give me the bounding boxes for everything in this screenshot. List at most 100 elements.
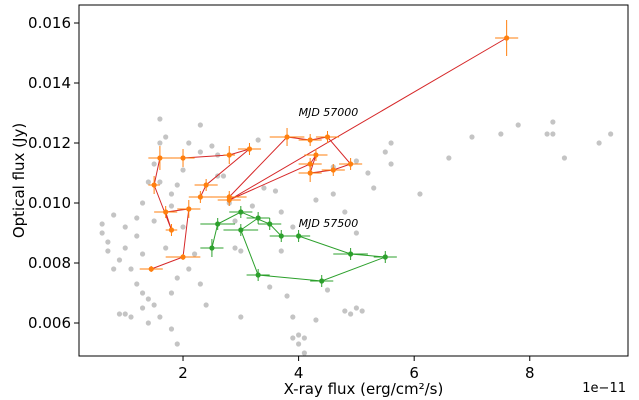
background-point (134, 233, 140, 239)
data-point (330, 167, 336, 173)
background-point (139, 305, 146, 311)
background-point (163, 245, 169, 251)
background-point (99, 230, 105, 236)
background-point (371, 185, 377, 191)
background-point (469, 134, 475, 140)
series-line (151, 37, 507, 270)
background-point (145, 296, 151, 302)
data-point (284, 134, 290, 140)
background-point (255, 137, 261, 143)
background-point (197, 122, 203, 128)
background-point (180, 167, 186, 173)
background-point (417, 191, 423, 197)
background-point (515, 122, 521, 128)
background-point (145, 179, 151, 185)
background-point (296, 341, 302, 347)
annotation-label: MJD 57500 (299, 217, 359, 230)
data-point (307, 137, 313, 143)
background-point (342, 308, 348, 314)
background-point (313, 197, 319, 203)
background-point (139, 290, 146, 296)
data-point (296, 233, 302, 239)
background-point (359, 308, 365, 314)
data-point (278, 233, 284, 239)
background-points (99, 116, 614, 356)
background-point (168, 326, 175, 332)
data-point (307, 161, 313, 167)
data-point (324, 134, 331, 140)
background-point (330, 191, 336, 197)
background-point (105, 248, 111, 254)
data-point (307, 170, 313, 176)
background-point (284, 293, 290, 299)
background-point (168, 191, 175, 197)
background-point (157, 179, 163, 185)
background-point (388, 161, 394, 167)
background-point (111, 212, 117, 218)
background-point (168, 290, 175, 296)
background-point (348, 311, 354, 317)
background-point (232, 218, 238, 224)
background-point (238, 314, 244, 320)
background-point (215, 152, 221, 158)
data-point (267, 221, 273, 227)
background-point (197, 149, 203, 155)
data-point (186, 206, 192, 212)
background-point (151, 302, 157, 308)
y-tick-label: 0.008 (28, 254, 71, 272)
data-point (148, 266, 154, 272)
background-point (180, 224, 186, 230)
background-point (163, 134, 169, 140)
background-point (174, 341, 180, 347)
data-point (226, 152, 232, 158)
background-point (290, 314, 296, 320)
background-point (550, 119, 556, 125)
background-point (134, 215, 140, 221)
data-point (180, 254, 186, 260)
y-tick-label: 0.016 (28, 14, 71, 32)
background-point (116, 311, 123, 317)
background-point (220, 173, 227, 179)
background-point (174, 182, 180, 188)
data-point (157, 155, 163, 161)
background-point (128, 266, 134, 272)
data-point (168, 227, 175, 233)
background-point (122, 245, 128, 251)
background-point (134, 281, 140, 287)
x-axis-label: X-ray flux (erg/cm²/s) (284, 380, 444, 398)
background-point (157, 116, 163, 122)
background-point (342, 209, 348, 215)
y-axis-label: Optical flux (Jy) (10, 123, 28, 238)
background-point (365, 170, 371, 176)
background-point (353, 230, 359, 236)
background-point (249, 203, 255, 209)
data-point (246, 146, 253, 152)
background-point (382, 149, 388, 155)
background-point (353, 305, 359, 311)
x-tick-label: 6 (409, 364, 419, 382)
background-point (301, 350, 307, 356)
data-point (163, 209, 169, 215)
annotation-label: MJD 57000 (299, 106, 359, 119)
tracks (139, 20, 519, 287)
axes: 2 4 6 8 0.006 0.008 0.010 0.012 0.014 0.016 X-ray … (10, 14, 626, 398)
data-point (313, 152, 319, 158)
data-point (180, 155, 186, 161)
background-point (267, 284, 273, 290)
background-point (157, 314, 163, 320)
x-axis-multiplier: 1e−11 (582, 381, 626, 396)
background-point (168, 203, 175, 209)
y-tick-label: 0.012 (28, 134, 71, 152)
annotations: MJD 57000 MJD 57500 (299, 106, 359, 230)
data-point (226, 197, 232, 203)
series-line (211, 211, 386, 282)
y-tick-label: 0.006 (28, 314, 71, 332)
background-point (191, 251, 198, 257)
background-point (145, 320, 151, 326)
data-point (209, 245, 215, 251)
background-point (186, 140, 192, 146)
background-point (232, 245, 238, 251)
data-point (197, 194, 203, 200)
background-point (122, 224, 128, 230)
